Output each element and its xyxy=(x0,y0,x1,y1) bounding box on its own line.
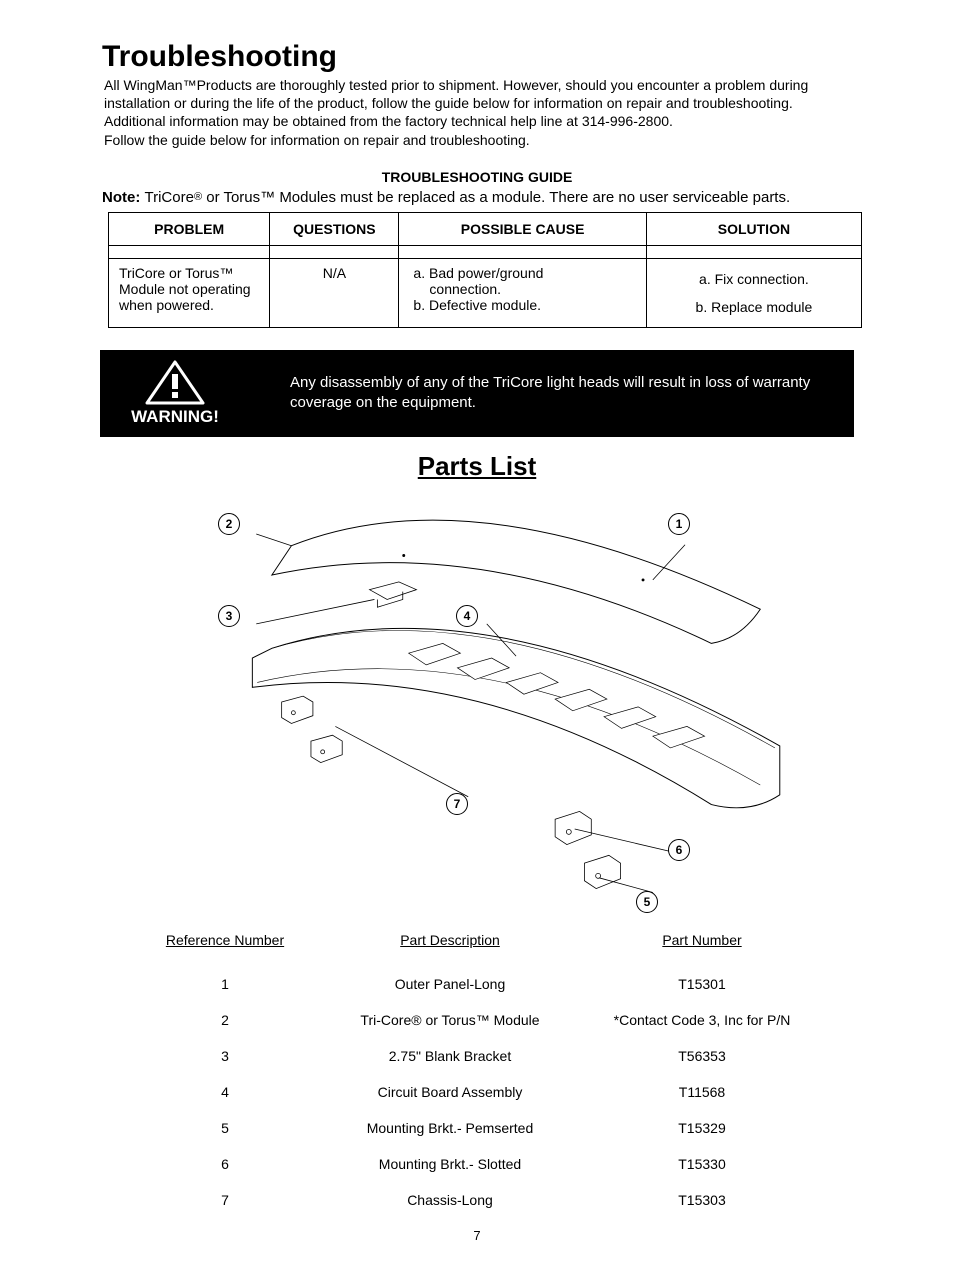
th-problem: PROBLEM xyxy=(109,212,270,245)
parts-diagram: 1 2 3 4 5 6 7 xyxy=(157,492,797,912)
page-number: 7 xyxy=(100,1228,854,1243)
warning-icon xyxy=(145,360,205,405)
parts-pn: T15303 xyxy=(590,1182,814,1218)
th-questions: QUESTIONS xyxy=(270,212,399,245)
warning-label: WARNING! xyxy=(131,407,219,427)
parts-ref: 4 xyxy=(140,1074,310,1110)
parts-desc: Mounting Brkt.- Pemserted xyxy=(320,1110,580,1146)
cause-a: a. Bad power/ground xyxy=(413,265,543,281)
cause-a-indent: connection. xyxy=(413,281,635,297)
parts-ref: 1 xyxy=(140,966,310,1002)
diagram-bubble: 6 xyxy=(668,839,690,861)
cell-problem: TriCore or Torus™ Module not operating w… xyxy=(109,258,270,327)
parts-desc: Mounting Brkt.- Slotted xyxy=(320,1146,580,1182)
cell-questions: N/A xyxy=(270,258,399,327)
guide-title: TROUBLESHOOTING GUIDE xyxy=(100,169,854,185)
parts-desc: Outer Panel-Long xyxy=(320,966,580,1002)
parts-hdr-pn: Part Number xyxy=(590,932,814,966)
note-label: Note: xyxy=(102,189,145,206)
parts-desc: Circuit Board Assembly xyxy=(320,1074,580,1110)
th-cause: POSSIBLE CAUSE xyxy=(399,212,646,245)
diagram-bubble: 2 xyxy=(218,513,240,535)
diagram-svg xyxy=(157,492,797,912)
troubleshooting-heading: Troubleshooting xyxy=(102,40,854,74)
parts-hdr-ref: Reference Number xyxy=(140,932,310,966)
parts-desc: 2.75" Blank Bracket xyxy=(320,1038,580,1074)
cause-b: b. Defective module. xyxy=(413,297,541,313)
diagram-bubble: 3 xyxy=(218,605,240,627)
diagram-bubble: 7 xyxy=(446,793,468,815)
parts-ref: 3 xyxy=(140,1038,310,1074)
parts-ref: 5 xyxy=(140,1110,310,1146)
diagram-bubble: 1 xyxy=(668,513,690,535)
solution-b: b. Replace module xyxy=(657,293,851,321)
warning-text: Any disassembly of any of the TriCore li… xyxy=(290,373,834,414)
parts-desc: Tri-Core® or Torus™ Module xyxy=(320,1002,580,1038)
troubleshooting-table: PROBLEM QUESTIONS POSSIBLE CAUSE SOLUTIO… xyxy=(108,212,862,328)
parts-pn: T11568 xyxy=(590,1074,814,1110)
parts-table: Reference Number Part Description Part N… xyxy=(140,932,814,1218)
reg-mark: ® xyxy=(194,191,202,203)
parts-desc: Chassis-Long xyxy=(320,1182,580,1218)
troubleshooting-follow: Follow the guide below for information o… xyxy=(104,131,854,149)
cell-solution: a. Fix connection. b. Replace module xyxy=(646,258,861,327)
guide-note: Note: TriCore® or Torus™ Modules must be… xyxy=(102,189,854,206)
parts-ref: 2 xyxy=(140,1002,310,1038)
table-row: TriCore or Torus™ Module not operating w… xyxy=(109,258,862,327)
parts-hdr-desc: Part Description xyxy=(320,932,580,966)
warning-bar: WARNING! Any disassembly of any of the T… xyxy=(100,350,854,437)
troubleshooting-intro: All WingMan™Products are thoroughly test… xyxy=(104,76,854,131)
parts-heading: Parts List xyxy=(100,451,854,482)
th-solution: SOLUTION xyxy=(646,212,861,245)
diagram-bubble: 4 xyxy=(456,605,478,627)
cell-cause: a. Bad power/ground connection. b. Defec… xyxy=(399,258,646,327)
parts-pn: T15330 xyxy=(590,1146,814,1182)
solution-a: a. Fix connection. xyxy=(657,265,851,293)
parts-ref: 7 xyxy=(140,1182,310,1218)
parts-ref: 6 xyxy=(140,1146,310,1182)
parts-pn: T15301 xyxy=(590,966,814,1002)
note-text-1: TriCore xyxy=(145,189,194,206)
parts-pn: T15329 xyxy=(590,1110,814,1146)
parts-pn: T56353 xyxy=(590,1038,814,1074)
diagram-bubble: 5 xyxy=(636,891,658,913)
note-text-2: or Torus™ Modules must be replaced as a … xyxy=(206,189,790,206)
parts-pn: *Contact Code 3, Inc for P/N xyxy=(590,1002,814,1038)
